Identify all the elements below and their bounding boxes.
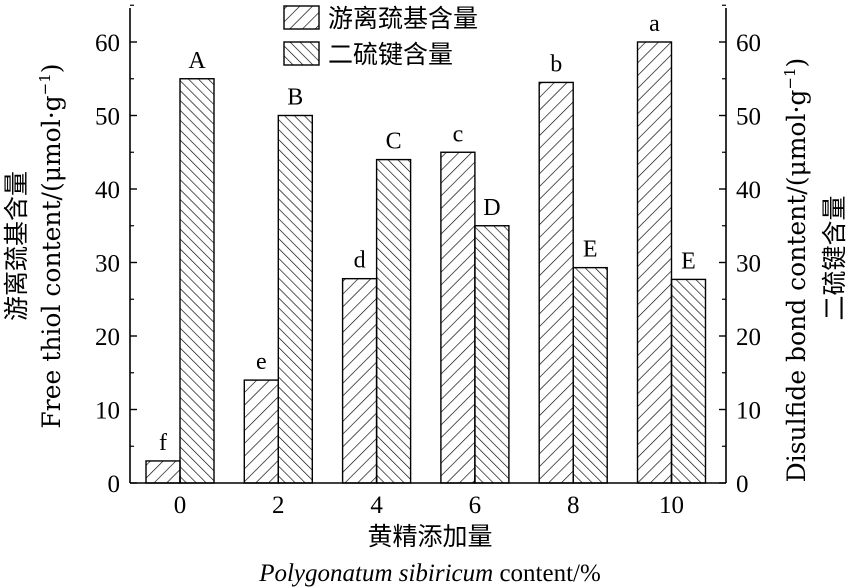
y2-tick-label-60: 60 (736, 30, 761, 57)
x-tick-label-6: 6 (469, 492, 482, 519)
x-axis-title-cn: 黄精添加量 (367, 522, 492, 551)
y2-tick-label-0: 0 (736, 471, 749, 498)
y-tick-label-30: 30 (95, 251, 120, 278)
y2-tick-label-40: 40 (736, 177, 761, 204)
y2-tick-label-50: 50 (736, 104, 761, 131)
x-ticks: 0 2 4 6 8 10 (174, 476, 684, 519)
svg-text:Disulfide bond content/(μmol·g: Disulfide bond content/(μmol·g−1) (781, 58, 811, 483)
disulfide-bar-4 (375, 158, 412, 484)
y-tick-label-0: 0 (108, 471, 121, 498)
x-tick-label-10: 10 (659, 492, 684, 519)
y2-tick-label-20: 20 (736, 324, 761, 351)
free-thiol-bar-6 (440, 151, 476, 484)
disulfide-bar-0 (179, 78, 215, 484)
right-y-title-close: ) (782, 58, 811, 68)
x-axis-title-en-italic: Polygonatum sibiricum (258, 560, 493, 587)
legend: 游离巯基含量 二硫键含量 (283, 4, 478, 69)
free-thiol-bar-8 (538, 81, 574, 484)
right-y-title-exp: −1 (781, 67, 799, 89)
x-tick-label-8: 8 (567, 492, 580, 519)
disulfide-bar-2 (277, 114, 313, 484)
y-tick-label-20: 20 (95, 324, 120, 351)
right-y-title-en: Disulfide bond content/(μmol·g (782, 90, 811, 483)
y2-tick-label-10: 10 (736, 398, 761, 425)
disulfide-bar-10 (670, 278, 707, 484)
free-thiol-label-6: c (453, 121, 464, 147)
bars-layer (145, 41, 707, 484)
disulfide-label-4: C (386, 129, 402, 155)
y2-tick-label-30: 30 (736, 251, 761, 278)
disulfide-bar-6 (474, 225, 510, 484)
disulfide-label-8: E (583, 237, 598, 263)
right-y-axis-title: 二硫键含量 (820, 195, 849, 320)
disulfide-label-2: B (287, 85, 303, 111)
left-y-ticks: 0 10 20 30 40 50 60 (95, 4, 137, 498)
left-y-title-cn: 游离巯基含量 (2, 171, 31, 321)
free-thiol-label-2: e (256, 349, 267, 375)
disulfide-label-0: A (188, 48, 206, 74)
free-thiol-bar-4 (341, 277, 378, 484)
right-y-ticks: 0 10 20 30 40 50 60 (719, 4, 761, 498)
free-thiol-bar-2 (243, 379, 280, 484)
legend-label-disulfide: 二硫键含量 (328, 40, 453, 69)
x-tick-label-2: 2 (272, 492, 285, 519)
left-y-title-exp: −1 (36, 73, 54, 95)
left-y-title-close: ) (37, 63, 66, 73)
right-y-axis-title-en: Disulfide bond content/(μmol·g−1) (781, 58, 811, 483)
left-y-title-en: Free thiol content/(μmol·g (37, 95, 66, 428)
free-thiol-bar-0 (145, 460, 181, 484)
disulfide-label-6: D (483, 195, 500, 221)
svg-text:Free thiol content/(μmol·g−1): Free thiol content/(μmol·g−1) (36, 63, 66, 428)
y-tick-label-50: 50 (95, 104, 120, 131)
x-tick-label-0: 0 (174, 492, 187, 519)
free-thiol-label-4: d (354, 248, 366, 274)
free-thiol-label-10: a (649, 11, 660, 37)
y-tick-label-60: 60 (95, 30, 120, 57)
x-tick-label-4: 4 (370, 492, 383, 519)
x-axis-title-en: Polygonatum sibiricum content/% (258, 560, 601, 587)
legend-swatch-disulfide (283, 41, 320, 66)
left-y-axis-title: 游离巯基含量 (2, 171, 31, 321)
significance-labels: f Ae Bd C c Db Ea E (159, 11, 696, 456)
disulfide-bar-8 (572, 266, 608, 484)
y-tick-label-40: 40 (95, 177, 120, 204)
free-thiol-label-0: f (159, 430, 167, 456)
right-y-title-cn: 二硫键含量 (820, 195, 849, 320)
x-axis-title-en-rest: content/% (493, 560, 601, 587)
free-thiol-label-8: b (550, 51, 562, 77)
free-thiol-bar-10 (636, 41, 673, 484)
y-tick-label-10: 10 (95, 398, 120, 425)
left-y-axis-title-en: Free thiol content/(μmol·g−1) (36, 63, 66, 428)
disulfide-label-10: E (681, 248, 696, 274)
legend-swatch-free-thiol (283, 5, 320, 30)
legend-label-free-thiol: 游离巯基含量 (328, 4, 478, 33)
